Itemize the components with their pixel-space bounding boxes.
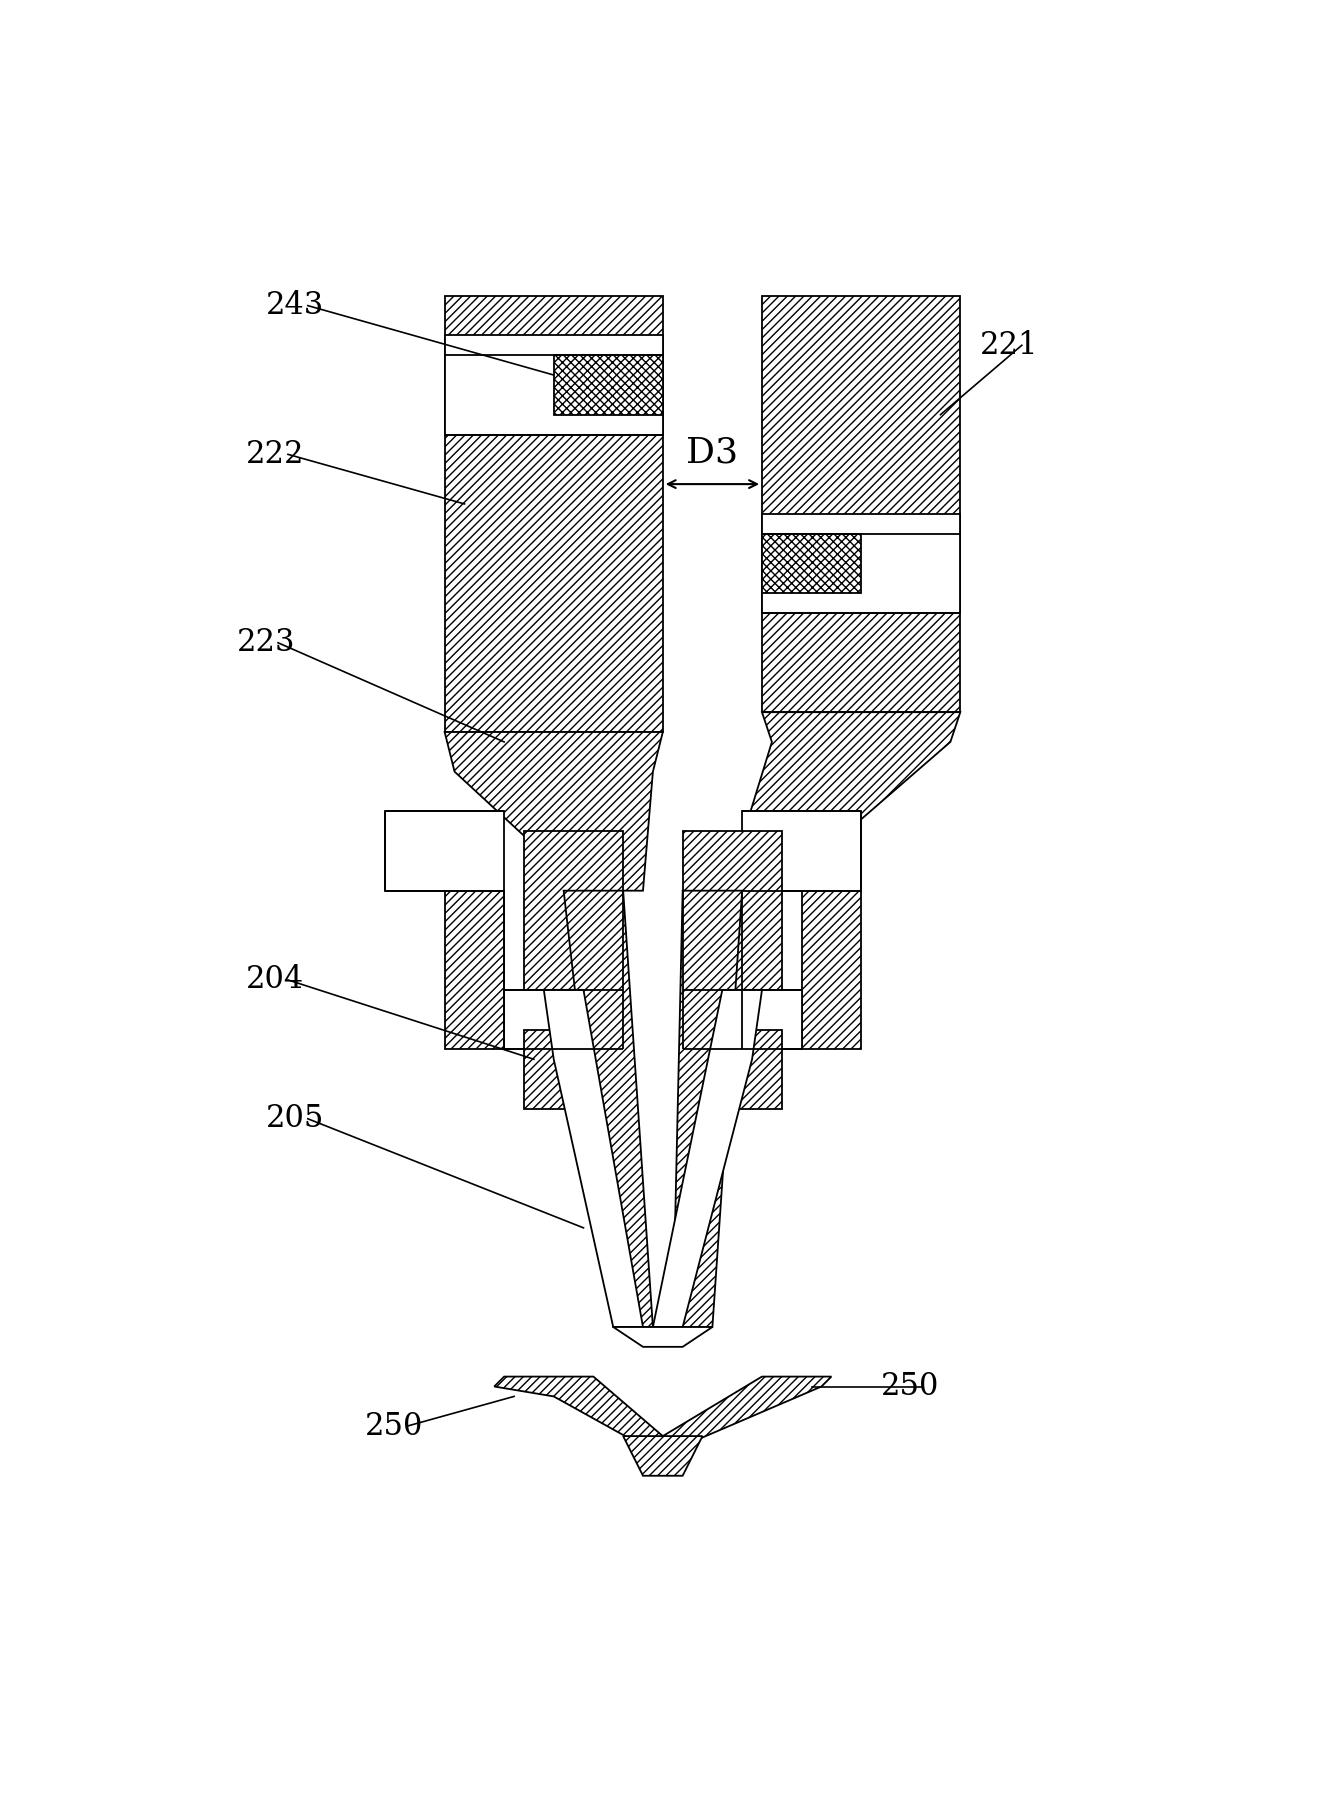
Polygon shape [653, 990, 762, 1327]
Text: D3: D3 [686, 435, 738, 469]
Text: 221: 221 [980, 330, 1039, 361]
Text: 222: 222 [246, 438, 305, 471]
Bar [554, 355, 663, 415]
Bar [445, 891, 503, 1049]
Bar [742, 811, 862, 891]
Text: 223: 223 [236, 627, 294, 658]
Text: 250: 250 [880, 1370, 939, 1403]
Bar [523, 1030, 603, 1109]
Polygon shape [643, 1377, 831, 1446]
Bar [683, 831, 782, 990]
Polygon shape [623, 1435, 702, 1475]
Polygon shape [673, 891, 742, 1327]
Text: 243: 243 [266, 290, 325, 321]
Bar [702, 1030, 782, 1109]
Bar [683, 990, 802, 1049]
Bar [762, 514, 960, 613]
Polygon shape [445, 732, 663, 891]
Polygon shape [733, 712, 960, 871]
Bar [762, 534, 862, 593]
Text: 204: 204 [246, 965, 305, 995]
Polygon shape [543, 990, 643, 1327]
Polygon shape [563, 891, 653, 1327]
Bar [445, 296, 663, 732]
Text: 250: 250 [365, 1410, 424, 1442]
Bar [385, 811, 503, 891]
Text: 205: 205 [266, 1103, 325, 1134]
Bar [802, 891, 862, 1049]
Bar [445, 335, 663, 435]
Bar [523, 831, 623, 990]
Polygon shape [613, 1327, 713, 1347]
Polygon shape [494, 1377, 663, 1446]
Bar [503, 990, 623, 1049]
Bar [762, 296, 960, 712]
